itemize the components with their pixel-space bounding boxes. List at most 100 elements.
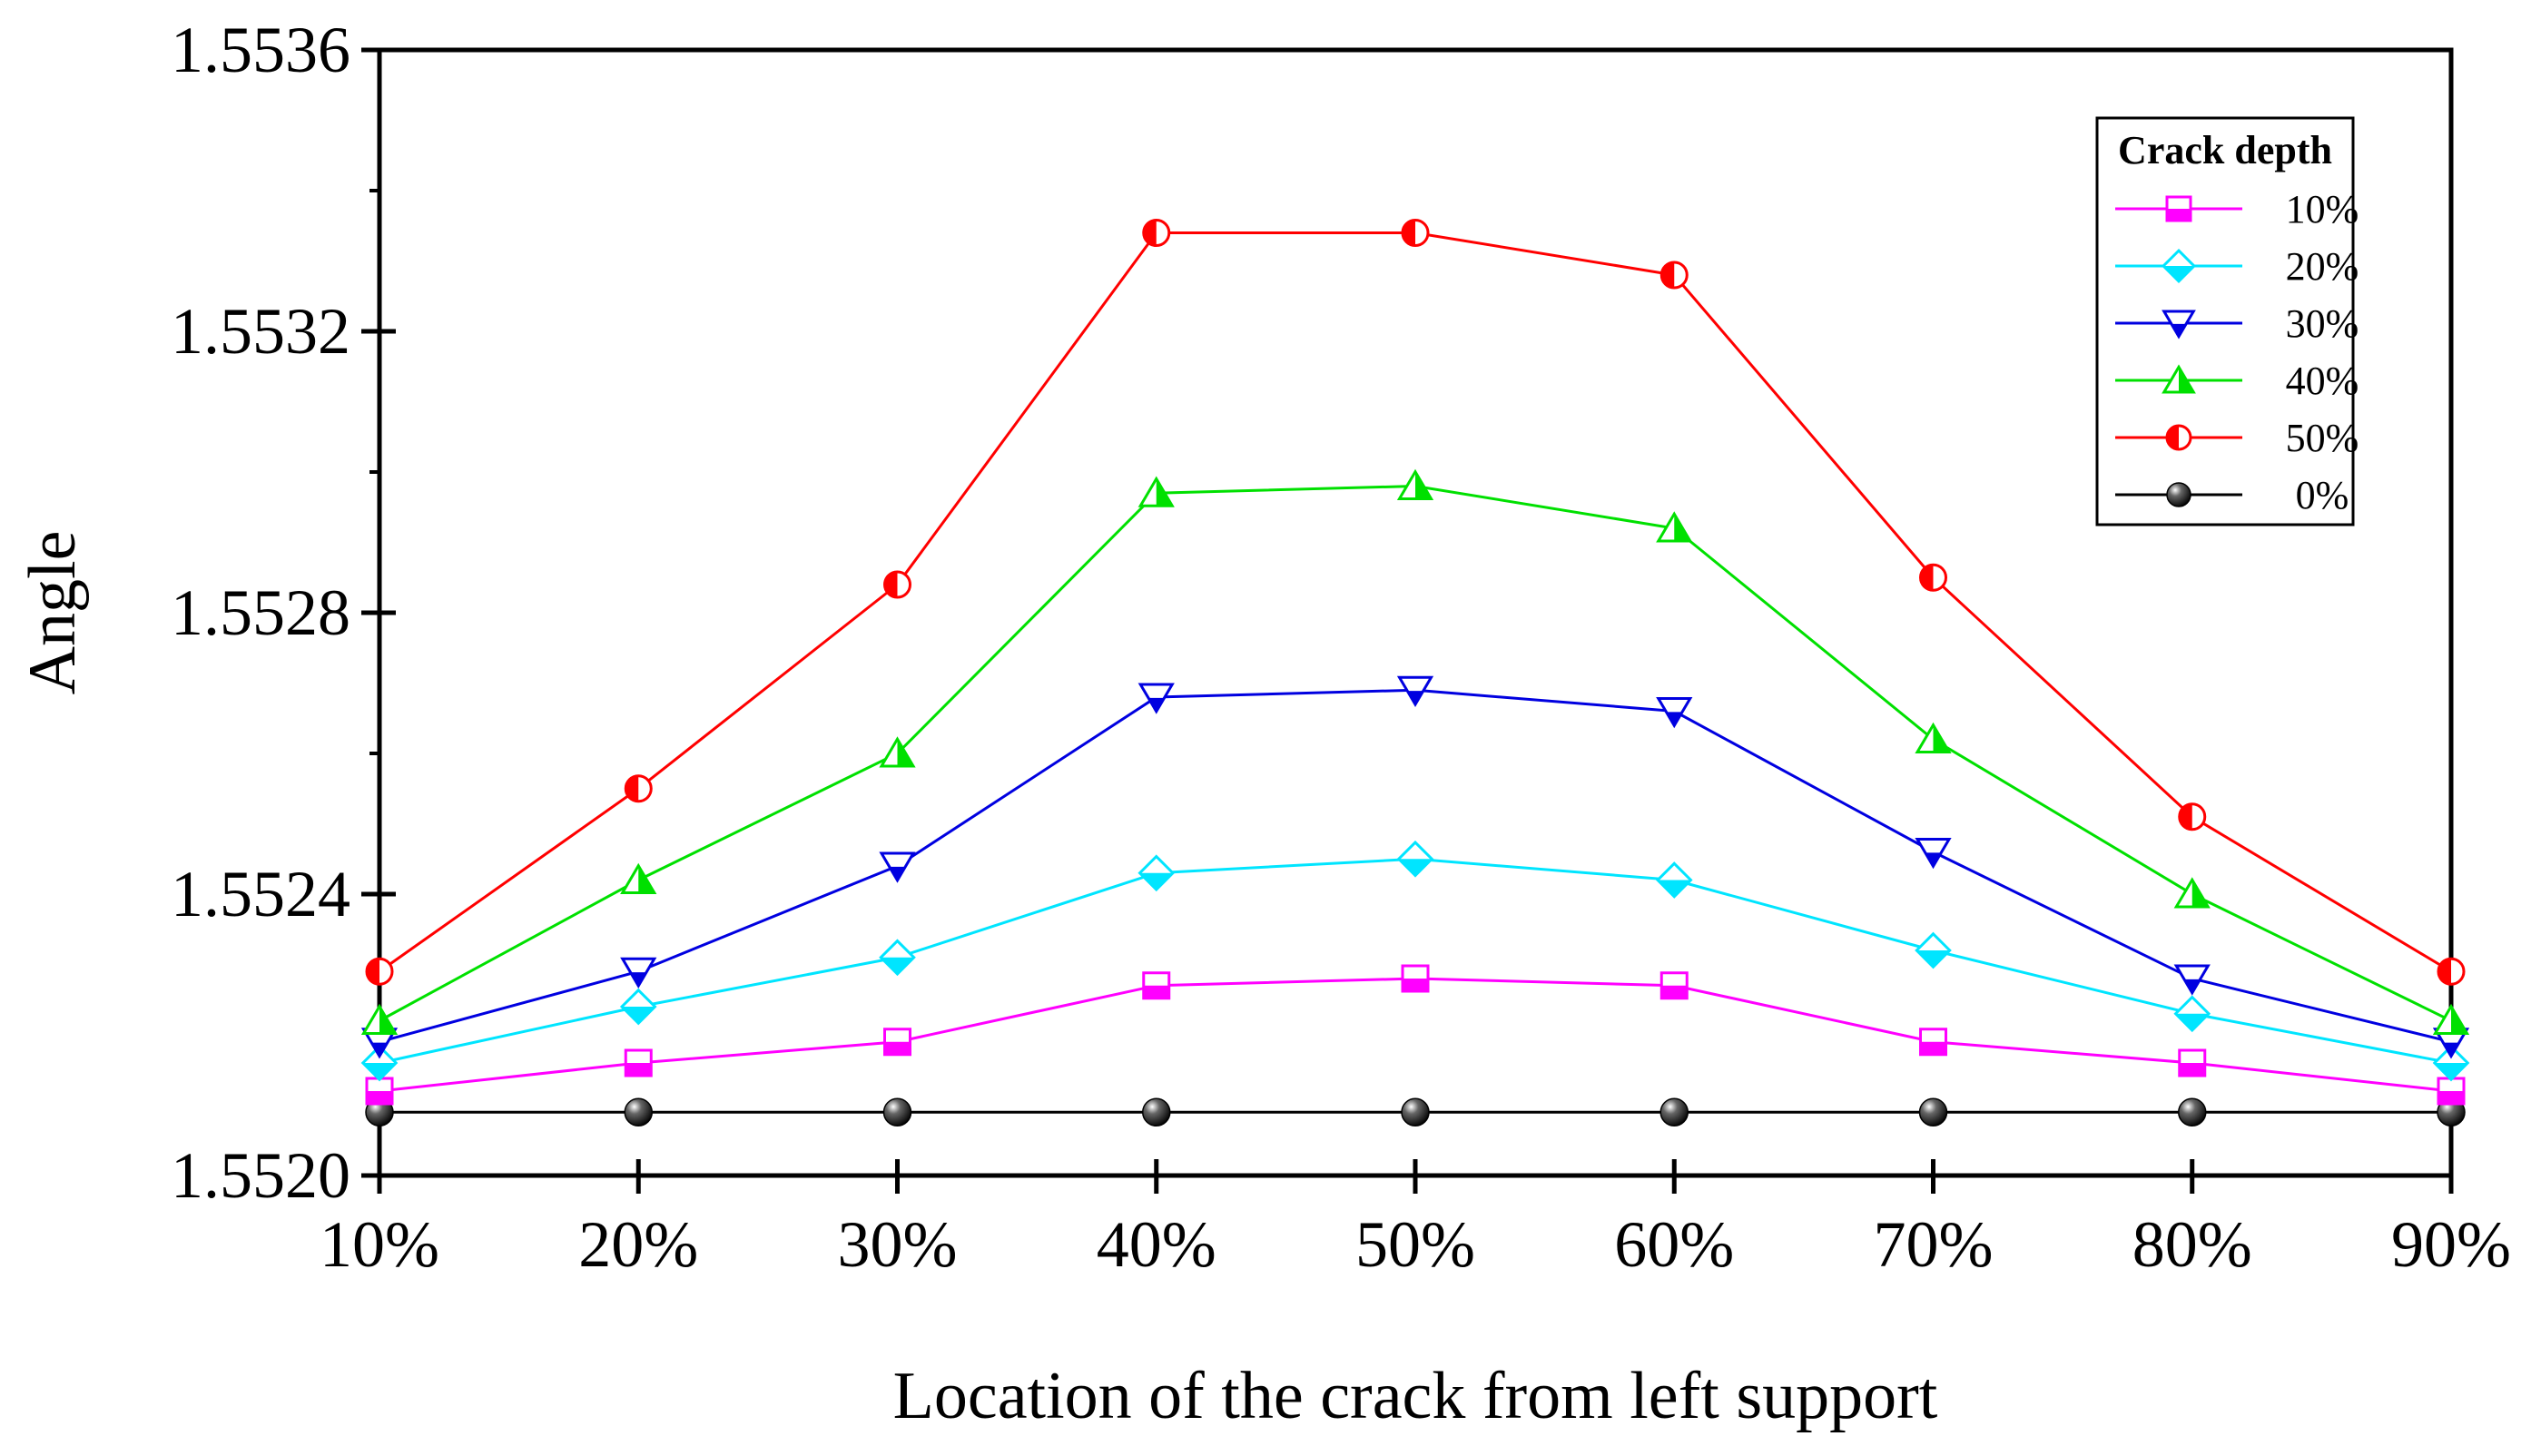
data-point bbox=[883, 1028, 911, 1057]
data-point bbox=[1396, 840, 1434, 878]
series-line bbox=[379, 977, 2452, 1093]
marker-fill bbox=[1920, 565, 1934, 591]
data-point bbox=[620, 862, 657, 894]
data-point bbox=[2432, 1003, 2470, 1035]
y-tick-label: 1.5520 bbox=[171, 1139, 350, 1212]
data-point bbox=[2173, 964, 2211, 996]
legend-label: 0% bbox=[2296, 473, 2349, 517]
marker-fill bbox=[1143, 985, 1169, 999]
marker-fill bbox=[2167, 209, 2191, 221]
x-tick-label: 20% bbox=[578, 1208, 698, 1281]
data-point bbox=[1915, 931, 1952, 969]
data-point bbox=[2178, 1097, 2207, 1126]
marker-sphere bbox=[882, 1097, 912, 1126]
data-point bbox=[1919, 563, 1947, 592]
x-tick-label: 40% bbox=[1097, 1208, 1216, 1281]
marker-fill bbox=[2438, 959, 2451, 985]
data-point bbox=[1142, 1097, 1171, 1126]
legend-label: 20% bbox=[2286, 244, 2359, 289]
marker-fill bbox=[638, 865, 655, 893]
legend-marker bbox=[2161, 248, 2197, 284]
marker-fill bbox=[625, 775, 639, 802]
x-tick-label: 30% bbox=[838, 1208, 958, 1281]
data-point bbox=[1142, 219, 1171, 247]
data-point bbox=[1918, 1097, 1948, 1126]
x-tick-label: 90% bbox=[2391, 1208, 2511, 1281]
x-tick-label: 10% bbox=[320, 1208, 439, 1281]
marker-fill bbox=[2184, 979, 2201, 993]
legend-box bbox=[2095, 116, 2355, 526]
marker-fill bbox=[1407, 691, 1423, 704]
legend-item: 50% bbox=[2115, 416, 2359, 460]
marker-sphere bbox=[624, 1097, 653, 1126]
data-point bbox=[879, 851, 916, 883]
data-point bbox=[360, 1003, 399, 1035]
legend-marker bbox=[2166, 482, 2191, 507]
data-point bbox=[1137, 683, 1175, 714]
data-point bbox=[1396, 675, 1434, 707]
data-point bbox=[624, 1048, 653, 1077]
marker-fill bbox=[2443, 1042, 2459, 1057]
data-point bbox=[365, 1077, 394, 1106]
data-point bbox=[2173, 995, 2211, 1033]
marker-fill bbox=[1139, 872, 1173, 890]
data-point bbox=[2432, 1044, 2470, 1082]
marker-fill bbox=[379, 1006, 396, 1034]
series-20pct bbox=[360, 840, 2470, 1082]
data-point bbox=[624, 1097, 653, 1126]
marker-fill bbox=[2434, 1063, 2468, 1080]
marker-fill bbox=[2171, 323, 2187, 337]
data-point bbox=[1915, 722, 1952, 753]
data-point bbox=[620, 957, 657, 989]
marker-fill bbox=[1398, 859, 1433, 876]
legend-label: 30% bbox=[2286, 301, 2359, 346]
data-point bbox=[2178, 1048, 2207, 1077]
data-point bbox=[2437, 957, 2466, 986]
y-tick-label: 1.5536 bbox=[171, 14, 350, 86]
data-point bbox=[2178, 802, 2207, 831]
data-point bbox=[1137, 854, 1176, 892]
marker-fill bbox=[2179, 1063, 2205, 1076]
legend-marker bbox=[2162, 364, 2196, 394]
data-point bbox=[1915, 838, 1952, 870]
y-tick-label: 1.5532 bbox=[171, 295, 350, 368]
series-group bbox=[360, 219, 2470, 1126]
marker-fill bbox=[2191, 880, 2209, 907]
data-point bbox=[1656, 697, 1693, 729]
data-point bbox=[1659, 1097, 1689, 1126]
marker-fill bbox=[367, 1091, 392, 1104]
legend-marker bbox=[2162, 310, 2196, 339]
axes: 1.5520 1.5524 1.5528 1.5532 1.5536 10% 20% 30% 4… bbox=[15, 14, 2511, 1433]
data-point bbox=[1396, 468, 1434, 500]
marker-fill bbox=[371, 1042, 388, 1057]
data-point bbox=[879, 939, 916, 977]
legend-marker bbox=[2165, 424, 2192, 451]
marker-fill bbox=[1933, 724, 1949, 753]
series-10pct bbox=[365, 964, 2466, 1106]
data-point bbox=[365, 957, 394, 986]
marker-fill bbox=[897, 739, 913, 766]
x-tick-label: 70% bbox=[1874, 1208, 1994, 1281]
data-point bbox=[1655, 861, 1693, 899]
marker-fill bbox=[1415, 471, 1432, 499]
data-point bbox=[2173, 877, 2211, 909]
marker-fill bbox=[1143, 220, 1157, 246]
legend-item: 20% bbox=[2115, 244, 2359, 289]
marker-fill bbox=[622, 1007, 655, 1024]
data-point bbox=[1137, 476, 1175, 507]
marker-fill bbox=[625, 1063, 652, 1076]
marker-fill bbox=[1658, 880, 1691, 897]
marker-fill bbox=[881, 957, 914, 974]
marker-fill bbox=[1403, 220, 1415, 246]
marker-sphere bbox=[1401, 1097, 1430, 1126]
legend-label: 40% bbox=[2286, 359, 2359, 403]
marker-fill bbox=[630, 972, 646, 986]
marker-fill bbox=[2163, 266, 2194, 281]
data-point bbox=[619, 988, 657, 1026]
data-point bbox=[1659, 261, 1689, 290]
marker-fill bbox=[1661, 262, 1675, 288]
data-point bbox=[1401, 219, 1430, 247]
y-tick-label: 1.5524 bbox=[171, 858, 350, 930]
legend-item: 0% bbox=[2115, 473, 2349, 517]
